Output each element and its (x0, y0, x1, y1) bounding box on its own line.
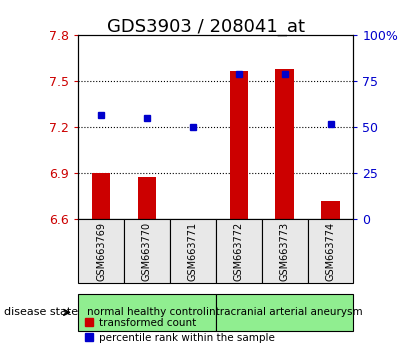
Bar (138, 177, 156, 219)
Bar (92, 173, 110, 219)
Text: normal healthy control: normal healthy control (88, 307, 206, 318)
Text: disease state: disease state (4, 307, 78, 318)
Bar (275, 69, 294, 219)
Text: GDS3903 / 208041_at: GDS3903 / 208041_at (106, 18, 305, 36)
Text: GSM663769: GSM663769 (96, 222, 106, 281)
Bar (229, 71, 248, 219)
Bar (321, 201, 339, 219)
Text: intracranial arterial aneurysm: intracranial arterial aneurysm (206, 307, 363, 318)
Text: GSM663773: GSM663773 (279, 222, 290, 281)
Text: GSM663774: GSM663774 (326, 222, 335, 281)
Legend: transformed count, percentile rank within the sample: transformed count, percentile rank withi… (79, 314, 279, 347)
Text: GSM663770: GSM663770 (142, 222, 152, 281)
Text: GSM663772: GSM663772 (234, 222, 244, 281)
Text: GSM663771: GSM663771 (188, 222, 198, 281)
